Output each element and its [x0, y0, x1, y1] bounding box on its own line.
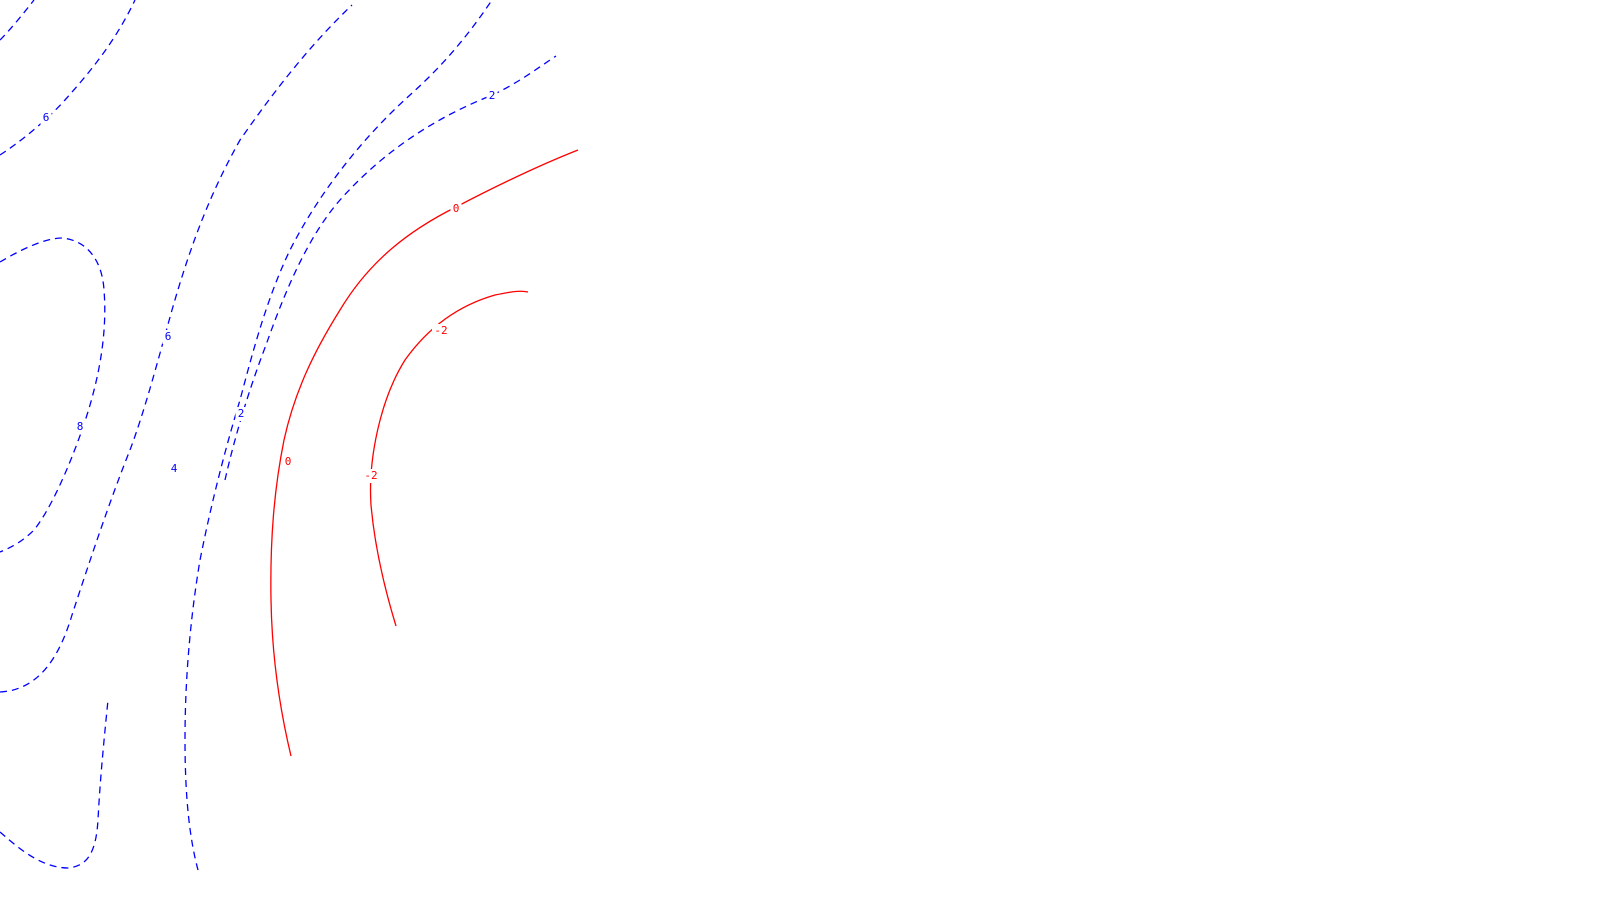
contour-level-0: 00 — [270, 149, 579, 757]
contour-label: 0 — [285, 455, 292, 468]
contour-level-8-line — [0, 699, 109, 869]
contour-level-6-line — [0, 0, 136, 156]
contour-label-background — [235, 407, 247, 421]
contour-label: 0 — [453, 202, 460, 215]
contour-level-neg2: -2 -2 — [362, 290, 529, 627]
contour-label-background — [486, 89, 498, 103]
contour-label: 6 — [165, 330, 172, 343]
contour-label-background — [162, 330, 174, 344]
contour-label: 2 — [238, 407, 245, 420]
contour-label: -2 — [364, 469, 377, 482]
contour-label-background — [282, 455, 294, 469]
contour-label-background — [450, 202, 462, 216]
contour-label: 2 — [489, 89, 496, 102]
contour-level-0-line — [270, 149, 579, 757]
contour-label: -2 — [434, 324, 447, 337]
contour-level-2-line — [224, 55, 557, 481]
contour-level-2: 22 — [224, 55, 557, 481]
contour-level-6: 66 — [0, 0, 353, 693]
contour-level-4-line — [184, 0, 493, 871]
contour-level-8-line — [0, 237, 106, 553]
contour-label-background — [362, 469, 380, 483]
contour-label: 8 — [77, 420, 84, 433]
contour-label-background — [40, 111, 52, 125]
contour-level-4: 4 — [168, 0, 493, 871]
contour-level-8: 8 — [0, 237, 109, 869]
contour-level-6-line — [0, 0, 35, 41]
contour-label-background — [74, 420, 86, 434]
contour-label-background — [432, 324, 450, 338]
contour-label: 6 — [43, 111, 50, 124]
contour-level-6-line — [0, 4, 353, 693]
contour-label: 4 — [171, 462, 178, 475]
contour-label-background — [168, 462, 180, 476]
contour-level-neg2-line — [369, 290, 529, 627]
